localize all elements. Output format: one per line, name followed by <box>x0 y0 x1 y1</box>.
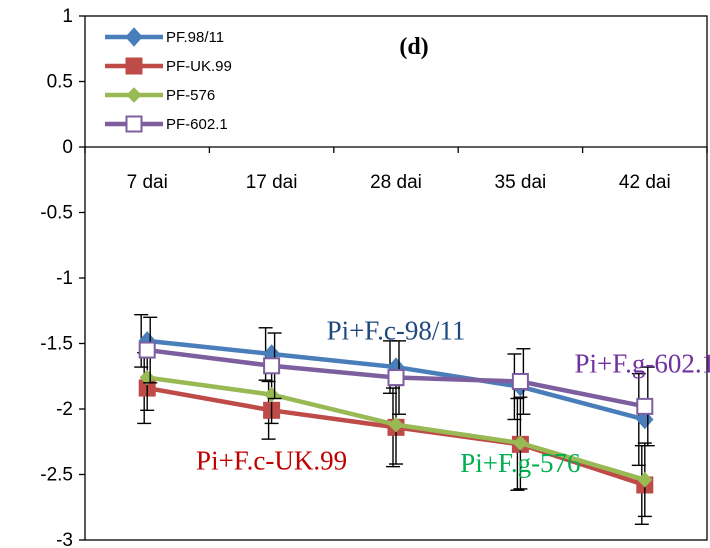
series-layer <box>134 313 655 525</box>
data-point <box>387 369 405 387</box>
y-tick-label: 1 <box>62 6 73 27</box>
data-point <box>636 409 654 430</box>
y-tick-label: -0.5 <box>40 203 73 224</box>
x-tick-label: 35 dai <box>495 172 547 193</box>
data-point <box>263 357 281 375</box>
y-tick-label: -2.5 <box>40 465 73 486</box>
legend-marker <box>125 57 143 75</box>
x-tick-label: 7 dai <box>127 172 168 193</box>
series-annotation: Pi+F.g-602.1 <box>575 348 710 378</box>
legend-label: PF-576 <box>166 87 215 104</box>
series-annotation: Pi+F.g-576 <box>460 448 580 478</box>
series-4 <box>138 316 655 447</box>
x-tick-label: 17 dai <box>246 172 298 193</box>
x-axis: 7 dai 17 dai 28 dai 35 dai 42 dai <box>84 146 708 193</box>
x-tick-label: 28 dai <box>370 172 422 193</box>
legend-marker <box>126 87 142 103</box>
data-point <box>388 417 404 433</box>
legend-marker <box>125 27 143 47</box>
y-axis: 1 0.5 0 -0.5 -1 -1.5 -2 -2.5 -3 <box>40 6 85 548</box>
panel-label: (d) <box>399 34 428 60</box>
legend: PF.98/11 PF-UK.99 PF-576 PF-602.1 <box>105 27 232 133</box>
legend-label: PF-602.1 <box>166 116 228 133</box>
y-tick-label: -1.5 <box>40 334 73 355</box>
y-tick-label: 0.5 <box>47 72 73 93</box>
y-tick-label: -3 <box>56 530 73 548</box>
series-annotation: Pi+F.c-UK.99 <box>196 445 347 475</box>
data-point <box>636 397 654 415</box>
data-point <box>512 435 529 451</box>
series-annotation: Pi+F.c-98/11 <box>327 316 466 346</box>
annotation-layer: Pi+F.c-98/11 Pi+F.g-602.1 Pi+F.c-UK.99 Pi+F… <box>196 316 710 478</box>
data-point <box>511 372 529 390</box>
legend-label: PF.98/11 <box>166 29 224 46</box>
data-point <box>637 472 653 488</box>
y-tick-label: 0 <box>62 137 73 158</box>
x-tick-label: 42 dai <box>619 172 671 193</box>
legend-marker <box>125 115 143 133</box>
y-tick-label: -2 <box>56 399 73 420</box>
y-tick-label: -1 <box>56 268 73 289</box>
legend-label: PF-UK.99 <box>166 58 232 75</box>
data-point <box>138 341 156 359</box>
